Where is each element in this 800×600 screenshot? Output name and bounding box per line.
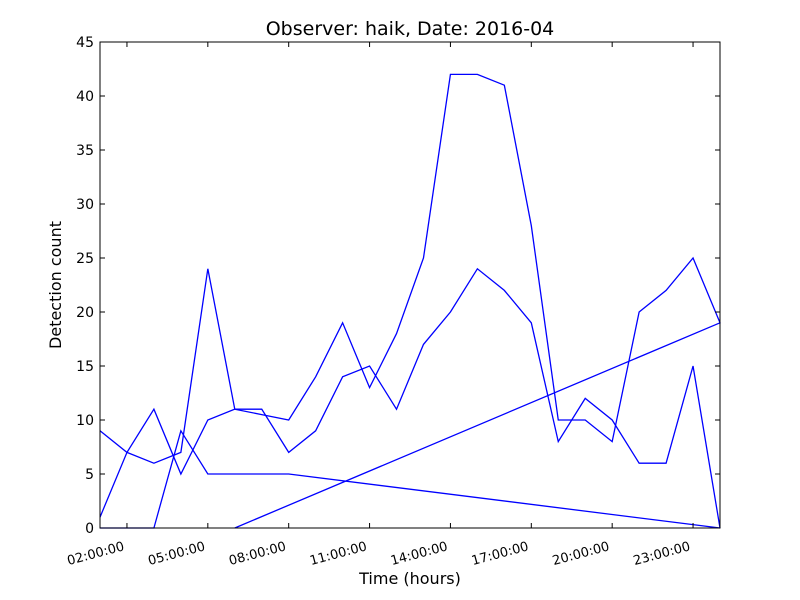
y-axis-label: Detection count xyxy=(46,221,65,349)
x-tick-label: 11:00:00 xyxy=(308,539,368,569)
x-tick-label: 08:00:00 xyxy=(227,539,287,569)
x-tick-label: 14:00:00 xyxy=(389,539,449,569)
series-line-1 xyxy=(99,267,721,529)
y-tick-label: 15 xyxy=(76,359,94,375)
series-line-2 xyxy=(99,73,721,529)
series-line-3 xyxy=(100,429,721,529)
series-layer xyxy=(99,73,721,529)
x-axis: 02:00:00 05:00:00 08:00:00 11:00:00 14:00:00… xyxy=(66,42,694,569)
x-tick-label: 17:00:00 xyxy=(470,539,530,569)
y-tick-label: 10 xyxy=(76,413,94,429)
y-tick-label: 35 xyxy=(76,143,94,159)
y-tick-label: 25 xyxy=(76,251,94,267)
y-tick-label: 30 xyxy=(76,197,94,213)
chart-title: Observer: haik, Date: 2016-04 xyxy=(266,18,555,40)
x-tick-label: 20:00:00 xyxy=(551,539,611,569)
plot-frame xyxy=(99,41,721,529)
y-tick-label: 5 xyxy=(85,467,94,483)
y-tick-label: 20 xyxy=(76,305,94,321)
plot-area: 0 5 10 15 20 25 30 35 40 45 02:00:00 05:00:00 08:00… xyxy=(66,35,721,569)
y-tick-label: 40 xyxy=(76,89,94,105)
x-axis-label: Time (hours) xyxy=(358,569,461,588)
x-tick-label: 05:00:00 xyxy=(147,539,207,569)
x-tick-label: 23:00:00 xyxy=(632,539,692,569)
y-tick-label: 0 xyxy=(85,521,94,537)
y-axis: 0 5 10 15 20 25 30 35 40 45 xyxy=(76,35,720,537)
y-tick-label: 45 xyxy=(76,35,94,51)
x-tick-label: 02:00:00 xyxy=(66,539,126,569)
